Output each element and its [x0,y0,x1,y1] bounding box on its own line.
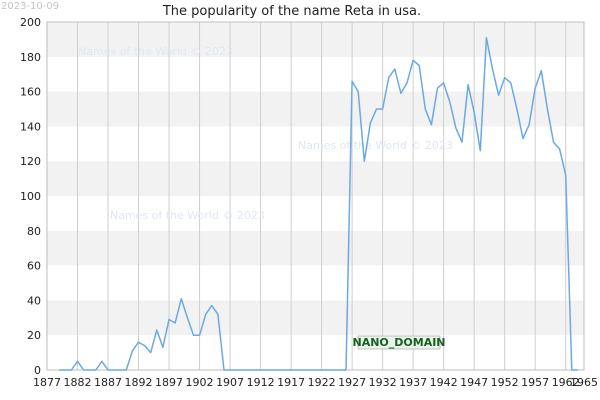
x-tick-label: 1887 [94,376,122,389]
x-tick-label: 1902 [186,376,214,389]
plot-band [47,196,584,231]
y-tick-label: 120 [20,155,41,168]
plot-band [47,265,584,301]
x-tick-label: 1937 [399,376,427,389]
x-tick-label: 1892 [125,376,153,389]
date-stamp: 2023-10-09 [1,1,59,12]
plot-band [47,22,584,57]
watermark-2: Names of the World © 2023 [298,139,453,152]
plot-bands [47,22,584,370]
x-tick-label: 1952 [491,376,519,389]
x-tick-label: 1962 [552,376,580,389]
y-tick-label: 160 [20,86,41,99]
y-tick-label: 140 [20,120,41,133]
plot-band [47,161,584,196]
x-tick-label: 1882 [64,376,92,389]
y-tick-label: 200 [20,16,41,29]
series-line [59,36,578,371]
nano-domain-badge-label: NANO_DOMAIN [352,336,445,349]
y-tick-label: 20 [27,329,41,342]
y-tick-label: 100 [20,190,41,203]
x-tick-label: 1932 [369,376,397,389]
watermark-3: Names of the World © 2023 [110,209,265,222]
y-tick-label: 60 [27,260,41,273]
x-axis-ticks: 1877 1882 1887 1892 1897 1902 1907 1912 1917 1922… [33,376,598,389]
x-tick-label: 1922 [308,376,336,389]
plot-band [47,91,584,127]
x-tick-label: 1927 [338,376,366,389]
plot-band [47,230,584,266]
y-tick-label: 80 [27,225,41,238]
x-tick-label: 1942 [430,376,458,389]
x-tick-label: 1947 [460,376,488,389]
y-tick-label: 0 [34,364,41,377]
x-tick-label: 1897 [155,376,183,389]
plot-band [47,56,584,92]
x-tick-label: 1957 [521,376,549,389]
y-tick-label: 40 [27,294,41,307]
plot-band [47,300,584,336]
nano-domain-badge [357,335,441,350]
y-axis-ticks: 0 20 40 60 80 100 120 140 160 180 200 [20,16,41,377]
watermark-1: Names of the World © 2023 [78,45,233,58]
chart-title: The popularity of the name Reta in usa. [162,4,421,19]
x-tick-label: 1965 [570,376,598,389]
x-tick-label: 1912 [247,376,275,389]
x-tick-label: 1917 [277,376,305,389]
y-tick-label: 180 [20,51,41,64]
x-tick-label: 1877 [33,376,61,389]
plot-band [47,335,584,370]
x-tick-label: 1907 [216,376,244,389]
plot-band [47,126,584,162]
series-group [59,36,578,371]
